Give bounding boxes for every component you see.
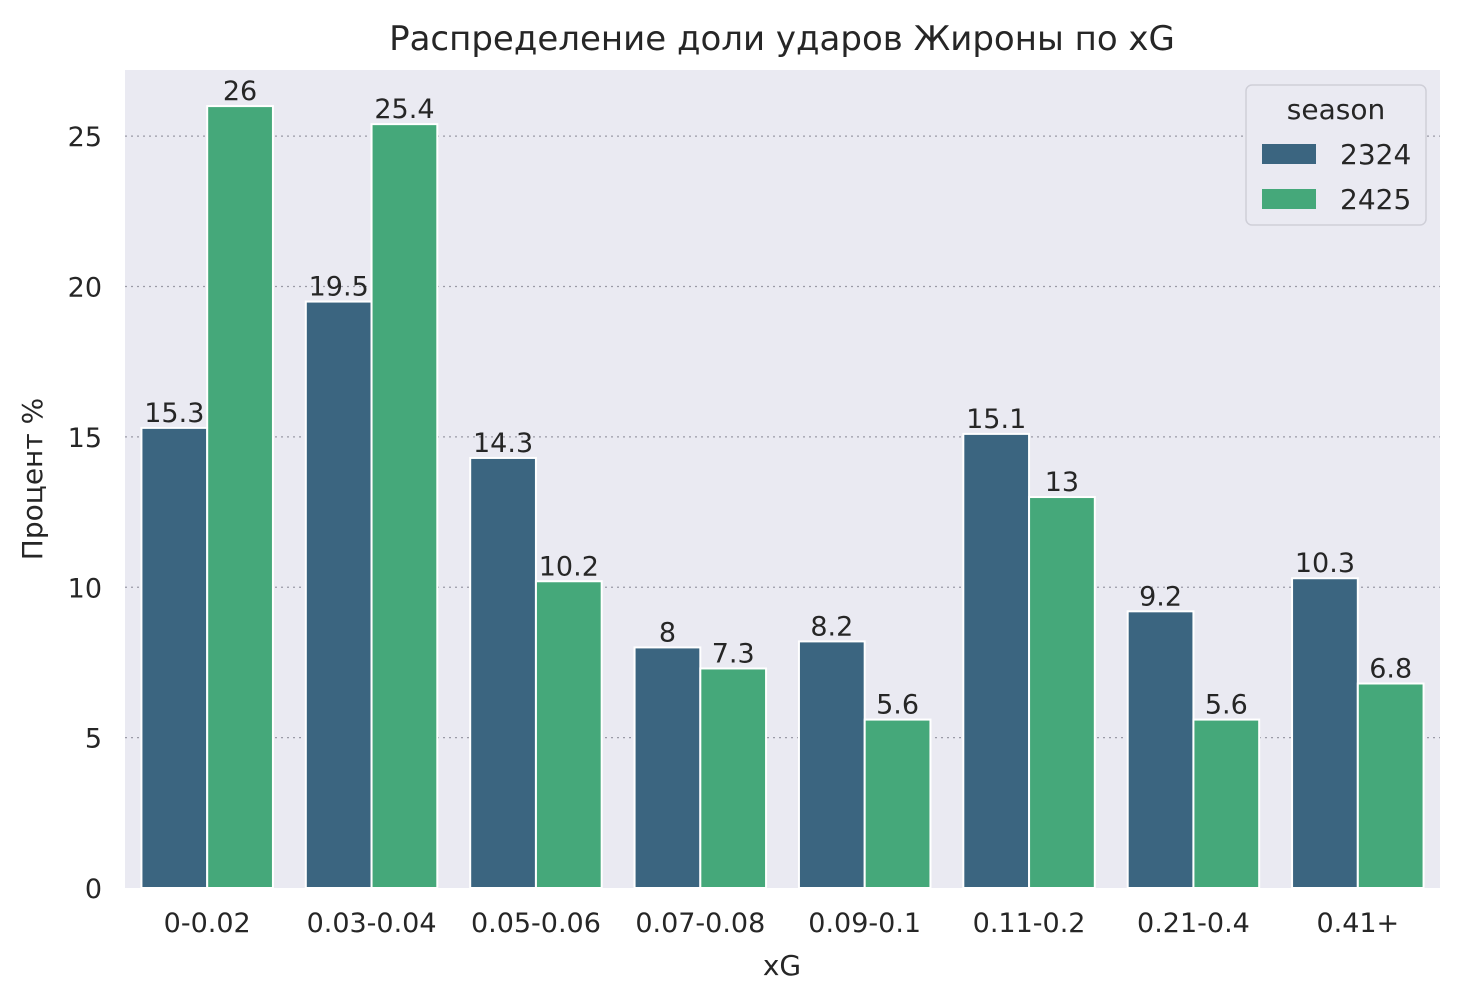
bar-value-label: 15.1 [966, 404, 1026, 435]
x-tick-label: 0.07-0.08 [635, 908, 765, 939]
bar-2324-0.11-0.2 [962, 432, 1031, 889]
y-tick-label: 20 [68, 273, 102, 304]
y-tick-label: 5 [85, 724, 102, 755]
y-tick-label: 0 [85, 874, 102, 905]
bar-value-label: 14.3 [473, 428, 533, 459]
bar-2324-0-0.02 [140, 426, 209, 889]
bar-value-label: 8.2 [810, 611, 853, 642]
chart-title: Распределение доли ударов Жироны по xG [389, 19, 1175, 59]
bar-value-label: 6.8 [1369, 654, 1412, 685]
bar-2324-0.21-0.4 [1126, 610, 1195, 890]
bar-2425-0.03-0.04 [370, 123, 439, 890]
x-tick-label: 0.21-0.4 [1137, 908, 1250, 939]
y-tick-label: 25 [68, 122, 102, 153]
legend-title: season [1287, 93, 1385, 126]
bar-2324-0.07-0.08 [633, 646, 702, 889]
bar-value-label: 10.2 [539, 551, 599, 582]
bar-2425-0.21-0.4 [1192, 718, 1261, 890]
legend-label-2324: 2324 [1340, 138, 1411, 171]
bar-value-label: 7.3 [712, 638, 755, 669]
bar-value-label: 5.6 [876, 690, 919, 721]
x-axis-label: xG [763, 949, 801, 982]
bar-value-label: 25.4 [374, 94, 434, 125]
x-tick-label: 0-0.02 [164, 908, 251, 939]
legend: season 2324 2425 [1245, 84, 1427, 226]
bar-value-label: 10.3 [1295, 548, 1355, 579]
bar-value-label: 19.5 [309, 272, 369, 303]
x-tick-label: 0.41+ [1316, 908, 1399, 939]
bar-value-label: 9.2 [1139, 581, 1182, 612]
y-axis-ticks: 0 5 10 15 20 25 [68, 122, 102, 905]
bar-2425-0.07-0.08 [699, 667, 768, 890]
bar-2324-0.05-0.06 [469, 456, 537, 889]
legend-label-2425: 2425 [1340, 183, 1411, 216]
y-tick-label: 10 [68, 573, 102, 604]
bars [140, 105, 1425, 890]
legend-swatch-2324 [1262, 144, 1316, 164]
x-tick-label: 0.11-0.2 [973, 908, 1086, 939]
bar-value-label: 13 [1045, 467, 1079, 498]
y-tick-label: 15 [68, 423, 102, 454]
legend-swatch-2425 [1262, 189, 1316, 209]
bar-2425-0.11-0.2 [1028, 496, 1096, 889]
x-axis-ticks: 0-0.02 0.03-0.04 0.05-0.06 0.07-0.08 0.09-0.… [164, 908, 1400, 939]
x-tick-label: 0.03-0.04 [307, 908, 437, 939]
bar-2324-0.03-0.04 [304, 300, 373, 889]
x-tick-label: 0.09-0.1 [808, 908, 921, 939]
bar-2425-0-0.02 [206, 105, 274, 889]
bar-2425-0.41+ [1356, 682, 1425, 889]
bar-value-label: 8 [659, 617, 676, 648]
bar-value-label: 5.6 [1205, 690, 1248, 721]
bar-labels: 15.3 26 19.5 25.4 14.3 10.2 8 7.3 8.2 5.6 15.1 13 9.… [144, 76, 1412, 721]
x-tick-label: 0.05-0.06 [471, 908, 601, 939]
bar-2425-0.09-0.1 [863, 718, 932, 890]
bar-value-label: 26 [223, 76, 257, 107]
bar-2324-0.09-0.1 [797, 640, 866, 889]
bar-value-label: 15.3 [144, 398, 204, 429]
bar-2324-0.41+ [1291, 577, 1359, 890]
y-axis-label: Процент % [16, 398, 49, 560]
bar-2425-0.05-0.06 [534, 580, 603, 889]
